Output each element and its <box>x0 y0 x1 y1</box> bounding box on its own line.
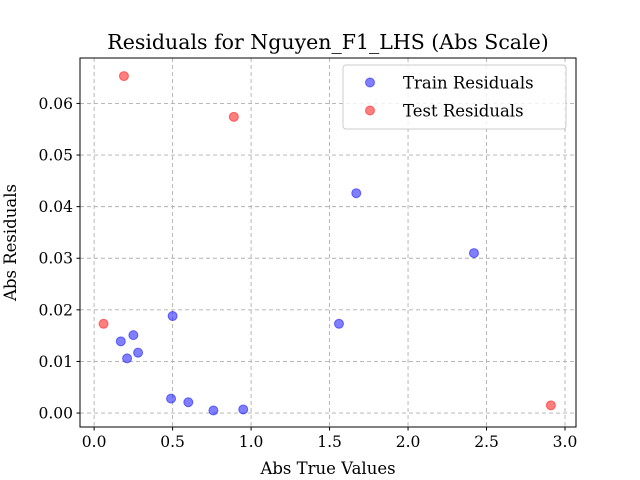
legend-label-test: Test Residuals <box>403 102 524 121</box>
x-tick-label: 1.5 <box>317 433 342 451</box>
test-residual-point <box>118 71 129 82</box>
x-tick-label: 2.5 <box>474 433 499 451</box>
train-residual-point <box>468 248 479 259</box>
y-tick-label: 0.04 <box>38 198 73 216</box>
points-layer <box>98 71 556 416</box>
train-residual-point <box>115 336 126 347</box>
legend: Train Residuals Test Residuals <box>342 64 567 130</box>
plot-frame <box>79 57 577 428</box>
train-residual-point <box>183 397 194 408</box>
legend-box <box>342 64 567 130</box>
train-residual-point <box>208 405 219 416</box>
y-tick-label: 0.03 <box>38 250 73 268</box>
train-residual-point <box>166 393 177 404</box>
legend-label-train: Train Residuals <box>403 74 534 93</box>
legend-marker-train <box>365 77 375 88</box>
train-residual-point <box>351 188 362 199</box>
x-tick-label: 2.0 <box>396 433 421 451</box>
chart-title: Residuals for Nguyen_F1_LHS (Abs Scale) <box>107 30 548 54</box>
train-residual-point <box>333 318 344 329</box>
train-residual-point <box>167 311 178 322</box>
ticks-layer: 0.0 0.5 1.0 1.5 2.0 2.5 3.0 0.00 0.01 0.02 0.03 0.0… <box>38 95 577 451</box>
test-residual-point <box>545 400 556 411</box>
legend-marker-test <box>365 105 375 116</box>
test-residual-point <box>228 111 239 122</box>
y-tick-label: 0.01 <box>38 353 73 371</box>
test-residual-point <box>98 318 109 329</box>
train-residual-point <box>133 347 144 358</box>
train-residual-point <box>128 330 139 341</box>
y-tick-label: 0.02 <box>38 301 73 319</box>
y-tick-label: 0.06 <box>38 95 73 113</box>
x-tick-label: 0.0 <box>82 433 107 451</box>
y-axis-label: Abs Residuals <box>1 184 20 302</box>
x-tick-label: 1.0 <box>239 433 264 451</box>
train-residual-point <box>238 404 249 415</box>
x-tick-label: 0.5 <box>160 433 185 451</box>
x-tick-label: 3.0 <box>553 433 578 451</box>
x-axis-label: Abs True Values <box>259 459 395 478</box>
train-residual-point <box>122 353 133 364</box>
grid-layer <box>80 58 576 427</box>
y-tick-label: 0.05 <box>38 147 73 165</box>
y-tick-label: 0.00 <box>38 405 73 423</box>
